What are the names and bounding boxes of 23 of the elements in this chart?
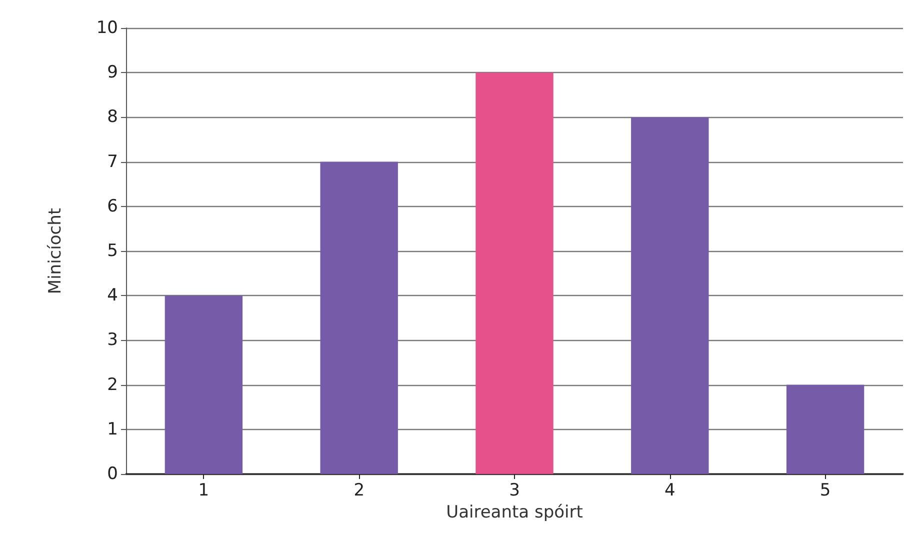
bar (631, 117, 709, 474)
x-axis-title: Uaireanta spóirt (446, 502, 584, 522)
y-tick-label: 3 (107, 330, 118, 350)
bar (320, 162, 398, 474)
y-tick-label: 0 (107, 464, 118, 484)
y-tick-label: 8 (107, 107, 118, 128)
x-tick-label: 5 (820, 480, 831, 500)
y-tick-label: 6 (107, 196, 118, 216)
y-tick-label: 1 (107, 419, 118, 440)
x-tick-label: 4 (664, 480, 676, 500)
y-tick-label: 10 (96, 18, 118, 38)
x-tick-label: 2 (354, 480, 365, 500)
y-tick-label: 2 (107, 374, 118, 395)
y-tick-label: 4 (107, 286, 118, 306)
y-tick-label: 9 (107, 62, 118, 83)
bar (164, 296, 243, 474)
bar (476, 72, 554, 474)
x-tick-label: 3 (509, 480, 520, 500)
y-tick-label: 7 (107, 152, 118, 172)
y-tick-label: 5 (107, 241, 118, 261)
bar (786, 384, 864, 474)
y-axis-title: Minicíocht (46, 208, 66, 294)
x-tick-label: 1 (198, 480, 210, 500)
